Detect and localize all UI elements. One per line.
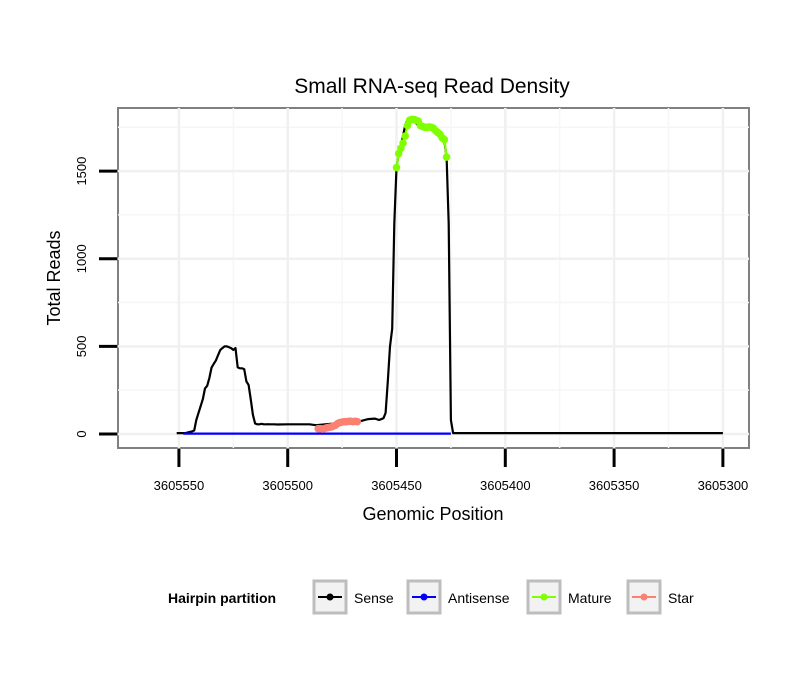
- mature-point: [399, 139, 407, 147]
- y-tick-label: 500: [74, 335, 89, 357]
- series-layer: [176, 115, 723, 435]
- legend-key-point-sense: [326, 593, 334, 601]
- y-tick-label: 0: [74, 430, 89, 437]
- y-axis: 0 500 1000 1500: [74, 157, 117, 438]
- mature-point: [392, 163, 401, 172]
- x-tick-label: 3605300: [698, 478, 749, 493]
- x-axis-title: Genomic Position: [362, 504, 503, 524]
- mature-point: [442, 153, 451, 161]
- plot-panel: [117, 107, 750, 449]
- chart-title: Small RNA-seq Read Density: [294, 75, 570, 98]
- mature-point: [440, 135, 449, 144]
- mature-point: [401, 132, 410, 140]
- legend-label-star: Star: [668, 590, 694, 606]
- legend-title: Hairpin partition: [168, 590, 276, 606]
- x-tick-label: 3605400: [480, 478, 531, 493]
- legend-label-sense: Sense: [354, 590, 394, 606]
- x-tick-label: 3605450: [371, 478, 422, 493]
- legend: Hairpin partition Sense Antisense Mature St…: [168, 579, 694, 615]
- legend-key-point-antisense: [420, 593, 428, 601]
- star-point: [353, 417, 362, 426]
- legend-label-antisense: Antisense: [448, 590, 510, 606]
- legend-key-point-star: [640, 593, 648, 601]
- x-axis: 3605550 3605500 3605450 3605400 3605350 36053…: [154, 449, 749, 493]
- x-tick-label: 3605550: [154, 478, 205, 493]
- y-tick-label: 1500: [74, 157, 89, 186]
- legend-key-point-mature: [540, 593, 548, 601]
- x-tick-label: 3605500: [262, 478, 313, 493]
- legend-label-mature: Mature: [568, 590, 612, 606]
- x-tick-label: 3605350: [589, 478, 640, 493]
- y-tick-label: 1000: [74, 244, 89, 273]
- y-axis-title: Total Reads: [44, 230, 64, 325]
